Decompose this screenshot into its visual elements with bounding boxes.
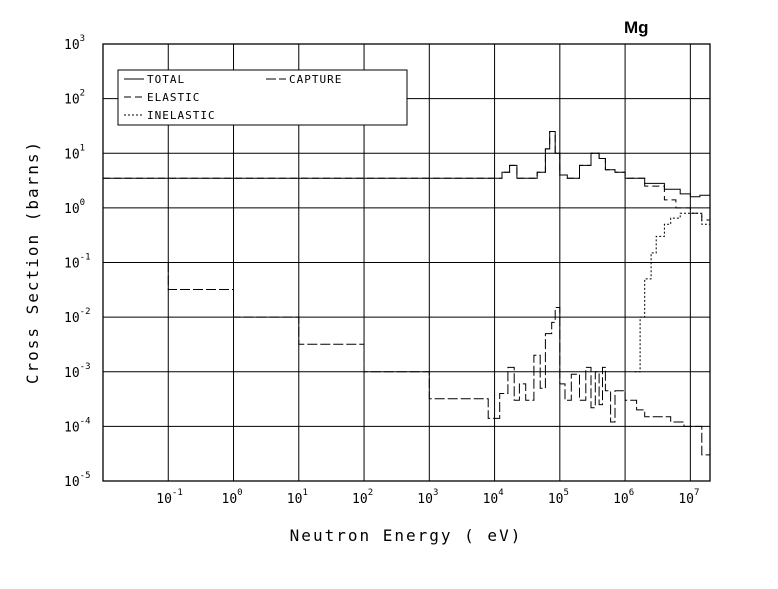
y-tick-label: 102: [64, 89, 85, 108]
y-tick-label: 100: [64, 198, 85, 217]
x-tick-label: 103: [417, 488, 438, 507]
y-tick-label: 101: [64, 143, 85, 162]
legend-box: [117, 69, 408, 126]
grid: [103, 44, 710, 481]
y-tick-label: 10-2: [64, 307, 91, 326]
series-line-total: [103, 131, 711, 198]
x-tick-label: 101: [287, 488, 308, 507]
y-tick-label: 10-1: [64, 253, 91, 272]
y-tick-label: 103: [64, 34, 85, 53]
x-tick-label: 104: [483, 488, 504, 507]
legend: TOTAL ELASTIC INELASTIC CAPTURE: [117, 69, 408, 126]
x-axis-label: Neutron Energy ( eV): [290, 526, 523, 545]
series-layer: [103, 131, 711, 481]
x-tick-label: 106: [613, 488, 634, 507]
x-tick-label: 102: [352, 488, 373, 507]
y-tick-labels: 103 102 101 100 10-1 10-2 10-3 10-4 10-5: [64, 34, 91, 490]
x-tick-label: 100: [222, 488, 243, 507]
y-axis-label: Cross Section (barns): [23, 140, 42, 384]
x-tick-labels: 10-1 100 101 102 103 104 105 106 107: [156, 488, 699, 507]
legend-label-elastic: ELASTIC: [147, 91, 200, 104]
y-tick-label: 10-4: [64, 416, 91, 435]
series-line-inelastic: [634, 212, 711, 373]
y-tick-label: 10-3: [64, 362, 91, 381]
legend-label-capture: CAPTURE: [289, 73, 342, 86]
legend-label-inelastic: INELASTIC: [147, 109, 216, 122]
plot-frame: [102, 43, 711, 482]
x-tick-label: 105: [548, 488, 569, 507]
x-tick-label: 10-1: [156, 488, 183, 507]
series-line-capture: [103, 262, 711, 481]
y-tick-label: 10-5: [64, 471, 91, 490]
legend-label-total: TOTAL: [147, 73, 185, 86]
series-line-elastic: [103, 131, 711, 225]
x-tick-label: 107: [678, 488, 699, 507]
chart-title: Mg: [624, 18, 649, 37]
